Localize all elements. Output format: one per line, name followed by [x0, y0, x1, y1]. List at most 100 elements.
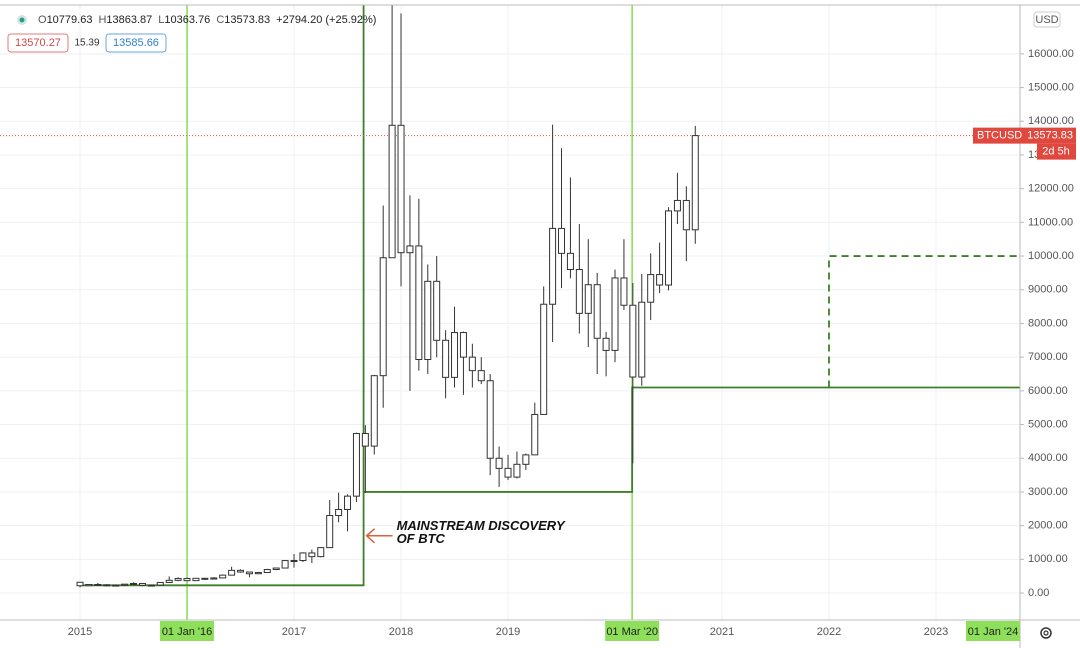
- candle-body: [593, 284, 601, 339]
- candle-body: [656, 274, 664, 286]
- candle-body: [112, 584, 120, 587]
- candle-body: [254, 572, 262, 575]
- status-dot: [19, 17, 25, 23]
- step-line: [363, 386, 1020, 493]
- y-tick-label: 10000.00: [1028, 250, 1074, 262]
- change: +2794.20 (+25.92%): [276, 14, 376, 26]
- x-tick-label: 2023: [924, 626, 948, 638]
- y-tick-label: 15000.00: [1028, 81, 1074, 93]
- y-tick-label: 16000.00: [1028, 48, 1074, 60]
- candle-body: [647, 274, 655, 303]
- candle-body: [504, 467, 512, 478]
- x-tick-label: 2018: [389, 626, 413, 638]
- candle-body: [691, 135, 699, 231]
- price-tag-value: 13573.83: [1027, 130, 1073, 142]
- y-tick-label: 11000.00: [1028, 216, 1073, 228]
- candle-body: [174, 578, 182, 581]
- countdown: 2d 5h: [1042, 146, 1070, 158]
- x-tick-label: 2022: [817, 626, 841, 638]
- candle-body: [522, 454, 530, 465]
- candle-body: [281, 560, 289, 569]
- spread: 15.39: [74, 38, 99, 49]
- candle-body: [513, 463, 521, 478]
- candle-body: [352, 432, 360, 497]
- candle-body: [602, 337, 610, 351]
- y-tick-label: 0.00: [1028, 587, 1049, 599]
- ohlc-value: 10779.63: [47, 14, 93, 26]
- candle-body: [433, 280, 441, 341]
- candle-body: [415, 245, 423, 361]
- candle-body: [495, 457, 503, 469]
- candle-body: [459, 332, 467, 358]
- candle-body: [566, 252, 574, 271]
- ohlc-value: 13573.83: [224, 14, 270, 26]
- candle-body: [237, 569, 245, 573]
- y-tick-label: 2000.00: [1028, 520, 1068, 532]
- candle-body: [192, 577, 200, 582]
- candle-body: [326, 515, 334, 549]
- candle-body: [156, 581, 164, 586]
- currency-box[interactable]: [1033, 11, 1061, 28]
- y-tick-label: 12000.00: [1028, 183, 1074, 195]
- ohlc-value: 13863.87: [106, 14, 152, 26]
- ohlc-label: L: [158, 14, 164, 26]
- candle-body: [138, 582, 146, 586]
- candle-body: [130, 582, 138, 585]
- candle-body: [575, 269, 583, 314]
- candle-body: [299, 552, 307, 562]
- candle-body: [335, 508, 343, 517]
- candle-body: [468, 356, 476, 372]
- annotation: MAINSTREAM DISCOVERY: [397, 518, 566, 533]
- y-tick-label: 5000.00: [1028, 418, 1068, 430]
- bid: 13570.27: [15, 37, 61, 49]
- x-tick-label: 01 Jan '16: [162, 626, 212, 638]
- target-line: [828, 255, 1020, 388]
- settings-icon[interactable]: [1040, 627, 1052, 639]
- price-tag: [973, 127, 1076, 144]
- candle-body: [317, 547, 325, 558]
- candle-body: [682, 199, 690, 231]
- candle-body: [228, 569, 236, 576]
- candle-body: [183, 578, 191, 582]
- candle-body: [629, 304, 637, 378]
- x-tick-highlight: [160, 621, 215, 641]
- ohlc-header: O10779.63 H13863.87 L10363.76 C13573.83 +279…: [38, 14, 376, 26]
- y-tick-label: 6000.00: [1028, 385, 1068, 397]
- candle-body: [665, 210, 673, 286]
- candle-body: [673, 199, 681, 212]
- y-tick-label: 3000.00: [1028, 486, 1068, 498]
- candle-body: [584, 284, 592, 314]
- bid-box: [7, 33, 69, 53]
- y-tick-label: 14000.00: [1028, 115, 1074, 127]
- x-tick-label: 01 Mar '20: [606, 626, 658, 638]
- ohlc-value: 10363.76: [164, 14, 210, 26]
- candle-body: [549, 227, 557, 305]
- y-tick-label: 4000.00: [1028, 452, 1068, 464]
- candle-body: [397, 124, 405, 254]
- candle-body: [451, 332, 459, 378]
- candle-body: [103, 584, 111, 587]
- candle-body: [486, 380, 494, 459]
- candle-body: [219, 574, 227, 579]
- candle-body: [638, 301, 646, 378]
- candle-body: [558, 227, 566, 254]
- candle-body: [210, 577, 218, 580]
- plot: [0, 5, 1020, 620]
- annotation: OF BTC: [397, 531, 446, 546]
- step-line: [80, 5, 365, 587]
- candle-body: [424, 280, 432, 361]
- y-tick-label: 9000.00: [1028, 284, 1068, 296]
- candle-body: [263, 569, 271, 574]
- candle-body: [245, 571, 253, 575]
- x-tick-highlight: [966, 621, 1020, 641]
- candle-body: [308, 552, 316, 558]
- ask: 13585.66: [113, 37, 159, 49]
- x-tick-label: 2015: [68, 626, 92, 638]
- currency[interactable]: USD: [1035, 14, 1058, 26]
- candle-body: [379, 257, 387, 377]
- price-tag-symbol: BTCUSD: [977, 130, 1022, 142]
- countdown-tag: [1037, 143, 1076, 160]
- candle-body: [540, 303, 548, 415]
- candle-body: [85, 583, 93, 587]
